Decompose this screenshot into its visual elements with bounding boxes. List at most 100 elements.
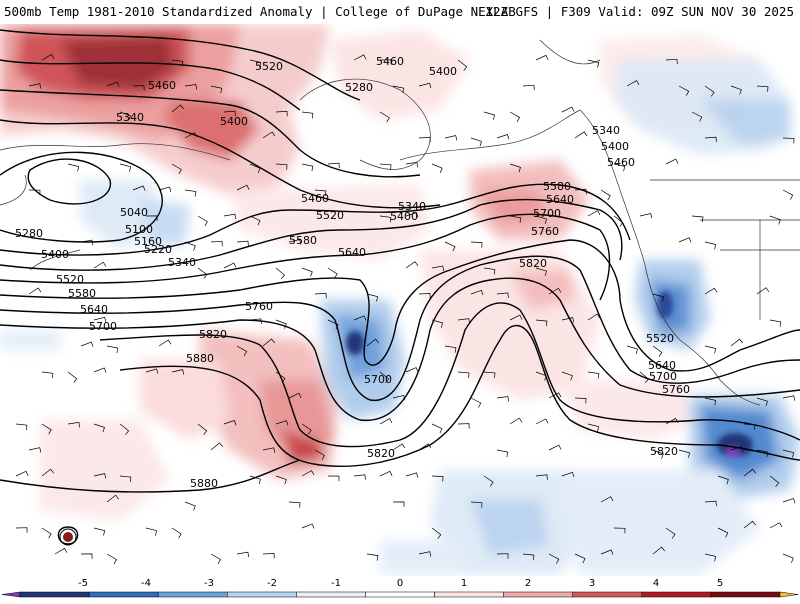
- height-contours: [0, 29, 800, 545]
- wind-barb: [769, 522, 783, 529]
- wind-barb: [301, 423, 312, 435]
- wind-barb: [782, 137, 795, 144]
- contour-label: 5040: [120, 206, 148, 219]
- wind-barb: [600, 496, 614, 503]
- wind-barb: [574, 553, 586, 564]
- wind-barb: [41, 527, 52, 539]
- wind-barb: [197, 267, 208, 279]
- wind-barb: [275, 475, 287, 485]
- contour-label: 5400: [601, 140, 629, 153]
- wind-barb: [379, 111, 390, 123]
- wind-barb: [301, 163, 314, 172]
- wind-barb: [171, 163, 182, 175]
- colorbar-tick-label: -5: [78, 578, 88, 589]
- contour-label: 5640: [80, 303, 108, 316]
- wind-barb: [41, 371, 54, 379]
- wind-barb: [678, 237, 692, 243]
- map-title: 500mb Temp 1981-2010 Standardized Anomal…: [4, 4, 516, 19]
- contour-label: 5280: [15, 227, 43, 240]
- wind-barb: [756, 449, 769, 458]
- wind-barb: [145, 215, 158, 221]
- wind-barb: [67, 371, 78, 383]
- contour-label: 5700: [89, 320, 117, 333]
- header: 500mb Temp 1981-2010 Standardized Anomal…: [0, 0, 800, 24]
- wind-barb: [652, 546, 665, 555]
- colorbar-swatch: [710, 591, 781, 598]
- wind-barb: [366, 338, 379, 347]
- wind-barb: [678, 85, 690, 96]
- wind-barb: [184, 501, 196, 511]
- wind-barb: [249, 163, 261, 174]
- wind-barb: [145, 368, 159, 374]
- wind-barb: [28, 189, 41, 196]
- wind-barb: [600, 549, 614, 555]
- wind-barb: [535, 474, 548, 480]
- wind-barb: [249, 215, 261, 226]
- contour-label: 5580: [543, 180, 571, 193]
- wind-barb: [743, 468, 757, 477]
- wind-barb: [106, 553, 117, 565]
- wind-barb: [392, 501, 405, 507]
- wind-barb: [483, 371, 496, 378]
- wind-barb: [587, 423, 600, 432]
- wind-barb: [535, 267, 547, 276]
- contour-label: 5220: [144, 243, 172, 256]
- wind-barb: [665, 158, 679, 165]
- wind-barb: [288, 239, 302, 245]
- wind-barb: [704, 136, 717, 143]
- contour-labels: 5520 5460 5400 5280 5460 5340 5400 5040 …: [15, 55, 690, 490]
- colorbar-swatch: [365, 591, 435, 598]
- wind-barb: [769, 215, 781, 225]
- wind-barb: [548, 553, 560, 564]
- contour-label: 5640: [546, 193, 574, 206]
- contour-label: 5340: [592, 124, 620, 137]
- wind-barb: [782, 395, 796, 401]
- wind-barb: [93, 367, 107, 373]
- wind-barb: [431, 265, 445, 271]
- wind-barb: [665, 527, 676, 539]
- contour-label: 5400: [390, 210, 418, 223]
- wind-barb: [80, 553, 93, 559]
- wind-barb: [704, 345, 717, 354]
- anomaly-shading: [0, 24, 800, 575]
- wind-barb: [158, 186, 172, 192]
- wind-barb: [509, 215, 522, 223]
- contour-label: 5580: [289, 234, 317, 247]
- wind-barb: [405, 367, 419, 373]
- wind-barb: [275, 420, 289, 426]
- wind-barb: [652, 449, 664, 459]
- wind-barb: [431, 163, 443, 173]
- colorbar-tick-label: -3: [204, 578, 214, 589]
- wind-barb: [327, 267, 338, 279]
- contour-label: 5340: [398, 200, 426, 213]
- wind-barb: [704, 287, 718, 295]
- wind-barb: [496, 292, 509, 298]
- wind-barb: [457, 371, 470, 378]
- wind-barb: [210, 240, 223, 247]
- wind-barb: [67, 422, 80, 428]
- wind-barb: [405, 472, 419, 478]
- wind-barb: [431, 319, 444, 328]
- wind-barb: [470, 501, 483, 508]
- colorbar-tick-label: -4: [141, 578, 151, 589]
- wind-barb: [41, 53, 55, 61]
- colorbar-swatch: [572, 591, 643, 598]
- wind-barb: [184, 132, 198, 139]
- wind-barb: [366, 553, 379, 561]
- contour-label: 5820: [367, 447, 395, 460]
- wind-barb: [210, 442, 223, 451]
- weather-map: 5520 5460 5400 5280 5460 5340 5400 5040 …: [0, 24, 800, 576]
- wind-barb: [678, 449, 691, 458]
- wind-barb: [392, 85, 405, 94]
- wind-barb: [15, 470, 29, 477]
- wind-barb: [535, 418, 549, 425]
- contour-label: 5460: [148, 79, 176, 92]
- colorbar: -5 -4 -3 -2 -1 0 1 2 3 4 5: [0, 576, 800, 600]
- wind-barb: [444, 345, 457, 353]
- wind-barb: [106, 494, 119, 503]
- wind-barb: [262, 553, 275, 559]
- wind-barb: [405, 212, 419, 218]
- wind-barb: [327, 162, 340, 169]
- wind-barb: [106, 81, 120, 87]
- wind-barb: [730, 446, 744, 452]
